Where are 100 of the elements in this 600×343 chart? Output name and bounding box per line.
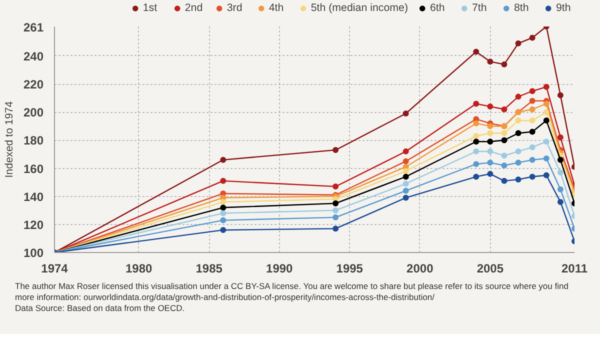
legend-label: 9th <box>556 2 572 14</box>
point <box>487 138 494 145</box>
point <box>487 160 494 166</box>
x-tick-label: 1985 <box>196 262 223 276</box>
point <box>501 130 508 136</box>
point <box>515 40 522 46</box>
point <box>529 88 536 94</box>
point <box>332 184 339 190</box>
point <box>557 156 564 163</box>
point <box>487 104 494 110</box>
point <box>473 100 480 107</box>
point <box>220 204 226 211</box>
point <box>501 152 508 159</box>
point <box>501 61 508 68</box>
point <box>402 188 409 194</box>
y-tick-label: 140 <box>23 190 44 204</box>
point <box>543 172 550 178</box>
point <box>557 92 564 98</box>
point <box>332 214 339 220</box>
point <box>473 120 480 126</box>
point <box>473 132 480 139</box>
point <box>487 58 494 65</box>
point <box>529 98 536 104</box>
point <box>557 198 564 205</box>
point <box>529 156 536 163</box>
point <box>487 170 494 177</box>
point <box>543 155 550 162</box>
y-tick-label: 100 <box>23 246 44 260</box>
legend-label: 4th <box>268 2 285 14</box>
point <box>487 123 494 130</box>
point <box>402 158 409 164</box>
legend-label: 6th <box>430 2 446 14</box>
point <box>543 138 550 145</box>
legend-label: 2nd <box>184 2 204 14</box>
y-tick-label: 160 <box>23 162 44 176</box>
point <box>501 178 508 184</box>
point <box>402 174 409 180</box>
y-tick-label: 240 <box>23 49 44 64</box>
y-axis-title: Indexed to 1974 <box>3 101 16 178</box>
point <box>529 34 536 41</box>
point <box>473 138 480 145</box>
point <box>529 128 536 135</box>
x-tick-label: 1980 <box>125 262 152 276</box>
point <box>402 168 409 174</box>
y-tick-label: 180 <box>23 134 44 148</box>
point <box>220 217 226 224</box>
point <box>515 118 522 124</box>
point <box>332 226 339 232</box>
legend-label: 1st <box>142 2 158 14</box>
point <box>515 148 522 154</box>
point <box>220 227 226 234</box>
point <box>501 162 508 168</box>
point <box>543 118 550 124</box>
point <box>473 174 480 180</box>
point <box>487 148 494 154</box>
point <box>501 106 508 112</box>
legend-label: 5th (median income) <box>310 2 408 14</box>
point <box>515 94 522 100</box>
point <box>529 118 536 124</box>
point <box>529 174 536 180</box>
point <box>529 106 536 112</box>
point <box>543 84 550 90</box>
point <box>332 200 339 206</box>
x-tick-label: 2005 <box>476 262 504 276</box>
point <box>220 210 226 216</box>
point <box>220 178 226 184</box>
point <box>543 100 550 107</box>
point <box>402 180 409 187</box>
x-tick-label: 1974 <box>41 262 68 276</box>
point <box>515 176 522 182</box>
point <box>332 207 339 214</box>
y-tick-label: 220 <box>23 78 44 92</box>
point <box>473 161 480 168</box>
point <box>473 148 480 154</box>
x-tick-label: 2011 <box>561 262 588 276</box>
point <box>220 198 226 205</box>
point <box>487 130 494 136</box>
x-tick-label: 1995 <box>336 262 364 276</box>
legend-label: 3rd <box>226 2 244 14</box>
point <box>529 144 536 150</box>
text: The author Max Roser licensed this visualisation under a CC BY-SA license. You are welcome to share but please refer to its source where you find more information: ourworldindata.org/data/growth-and-distribution-of-prosperity/incomes-across-the-distribution/ <box>15 281 570 304</box>
point <box>402 194 409 201</box>
point <box>473 48 480 55</box>
point <box>515 160 522 166</box>
point <box>402 110 409 117</box>
point <box>501 137 508 144</box>
legend-label: 8th <box>514 2 530 14</box>
legend-label: 7th <box>472 2 488 14</box>
point <box>402 148 409 154</box>
x-tick-label: 1990 <box>266 262 294 276</box>
point <box>220 156 226 163</box>
point <box>515 130 522 136</box>
point <box>557 186 564 192</box>
point <box>332 147 339 154</box>
y-tick-label: 261 <box>23 20 44 34</box>
x-tick-label: 2000 <box>406 262 434 276</box>
point <box>557 134 564 140</box>
point <box>557 169 564 176</box>
y-tick-label: 200 <box>23 106 44 120</box>
source-note: Data Source: Based on data from the OECD. <box>15 303 186 314</box>
